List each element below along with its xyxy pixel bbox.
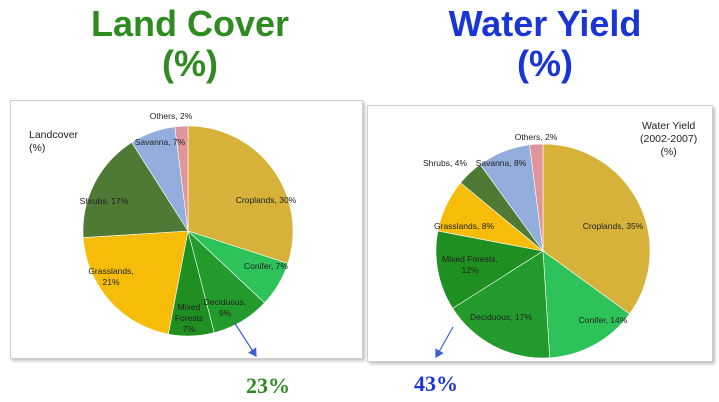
water-yield-title-line-2: (%) xyxy=(517,43,573,84)
water-yield-chart-panel: Croplands, 35% Conifer, 14% Deciduous, 17%… xyxy=(367,105,713,362)
water-yield-slice-mixed-forests xyxy=(435,230,544,309)
land-cover-label-croplands: Croplands, 30% xyxy=(236,195,297,205)
water-yield-label-others: Others, 2% xyxy=(515,132,558,142)
land-cover-label-others: Others, 2% xyxy=(150,111,193,121)
land-cover-label-conifer: Conifer, 7% xyxy=(244,261,288,271)
water-yield-legend-line-3: (%) xyxy=(660,146,677,158)
water-yield-label-shrubs: Shrubs, 4% xyxy=(423,158,467,168)
land-cover-slice-others xyxy=(174,125,189,232)
land-cover-legend-line-1: Landcover xyxy=(29,129,79,141)
land-cover-slice-croplands xyxy=(187,125,294,264)
water-yield-pie-chart: Croplands, 35% Conifer, 14% Deciduous, 17%… xyxy=(423,132,651,359)
land-cover-label-grasslands: Grasslands, 21% xyxy=(88,266,133,287)
water-yield-slice-croplands xyxy=(542,143,651,315)
water-yield-label-savanna: Savanna, 8% xyxy=(476,158,527,168)
land-cover-title-line-2: (%) xyxy=(162,43,218,84)
land-cover-title-line-1: Land Cover xyxy=(90,3,290,44)
water-yield-title: Water Yield (%) xyxy=(405,4,685,84)
land-cover-legend-title: Landcover (%) xyxy=(29,129,78,155)
land-cover-label-shrubs: Shrubs, 17% xyxy=(80,196,129,206)
water-yield-legend-line-1: Water Yield xyxy=(641,120,696,132)
water-yield-legend-line-2: (2002-2007) xyxy=(640,133,698,145)
land-cover-label-savanna: Savanna, 7% xyxy=(135,137,186,147)
water-yield-label-mixed-forests: Mixed Forests, 12% xyxy=(442,254,498,275)
land-cover-callout-arrow xyxy=(233,321,257,358)
water-yield-slice-others xyxy=(529,143,544,252)
water-yield-label-grasslands: Grasslands, 8% xyxy=(434,221,494,231)
land-cover-slice-shrubs xyxy=(82,141,189,238)
water-yield-slice-conifer xyxy=(542,250,630,359)
land-cover-chart-panel: Croplands, 30% Conifer, 7% Deciduous, 9% Mix… xyxy=(10,100,363,359)
water-yield-legend-title: Water Yield (2002-2007) (%) xyxy=(640,120,697,159)
land-cover-pie-chart: Croplands, 30% Conifer, 7% Deciduous, 9%Mix… xyxy=(80,111,297,337)
land-cover-label-mixed-forests: Mixed Forests 7% xyxy=(175,302,203,334)
land-cover-callout-value: 23% xyxy=(246,373,290,398)
water-yield-label-conifer: Conifer, 14% xyxy=(579,315,628,325)
land-cover-title: Land Cover (%) xyxy=(60,4,320,84)
land-cover-legend-line-2: (%) xyxy=(29,142,46,154)
land-cover-label-deciduous: Deciduous, 9% xyxy=(204,297,247,318)
water-yield-label-deciduous: Deciduous, 17% xyxy=(470,312,532,322)
land-cover-slice-grasslands xyxy=(82,230,189,335)
water-yield-slice-deciduous xyxy=(452,250,551,359)
water-yield-label-croplands: Croplands, 35% xyxy=(583,221,644,231)
water-yield-title-line-1: Water Yield xyxy=(448,3,642,44)
water-yield-callout-arrow xyxy=(435,326,454,359)
water-yield-callout-value: 43% xyxy=(414,371,458,396)
